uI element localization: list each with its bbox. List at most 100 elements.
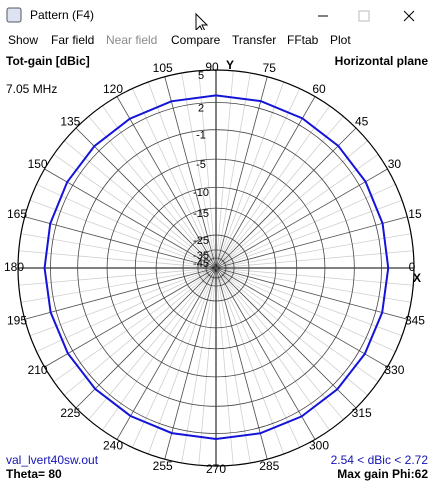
minor-spoke (219, 88, 301, 261)
gain-trace (43, 94, 390, 441)
minor-spoke (29, 270, 209, 337)
angle-label: 150 (28, 157, 48, 171)
angle-label: 15 (408, 207, 422, 221)
minor-spoke (147, 81, 214, 261)
maximize-button[interactable] (358, 10, 370, 22)
minor-spoke (216, 275, 251, 464)
menu-item[interactable]: Transfer (232, 33, 276, 47)
minor-spoke (223, 250, 414, 268)
angle-label: 165 (7, 207, 27, 221)
gain-ring (155, 207, 277, 329)
angle-label: 105 (153, 61, 173, 75)
gain-ring (134, 186, 298, 350)
minor-spoke (223, 270, 403, 337)
menu-item[interactable]: FFtab (287, 33, 319, 47)
minor-spoke (198, 275, 216, 466)
minor-spoke (223, 271, 396, 353)
app-icon (6, 7, 22, 23)
minor-spoke (198, 70, 216, 261)
angle-label: 60 (312, 82, 326, 96)
angle-label: 225 (60, 406, 80, 420)
minor-spoke (131, 275, 213, 448)
minor-spoke (29, 199, 209, 266)
minor-spoke (223, 233, 412, 268)
menu-item[interactable]: Plot (330, 33, 351, 47)
angle-label: 0 (409, 260, 416, 274)
minor-spoke (18, 268, 209, 286)
minor-spoke (181, 72, 216, 261)
minor-spoke (147, 275, 214, 455)
angle-label: 90 (205, 60, 219, 74)
gain-ring-label: 5 (198, 70, 204, 82)
minor-spoke (53, 272, 210, 382)
minor-spoke (20, 268, 209, 303)
minor-spoke (219, 275, 301, 448)
menu-item[interactable]: Near field (106, 33, 157, 47)
angle-label: 210 (28, 363, 48, 377)
angle-label: 135 (60, 115, 80, 129)
close-button[interactable] (403, 10, 415, 22)
minor-spoke (216, 275, 234, 466)
minor-spoke (220, 274, 330, 431)
angle-label: 195 (7, 313, 27, 327)
minor-spoke (218, 275, 285, 455)
gain-ring (50, 102, 382, 434)
gain-ring (182, 234, 250, 302)
minor-spoke (102, 105, 212, 262)
minor-spoke (216, 72, 251, 261)
file-name: val_lvert40sw.out (6, 453, 99, 467)
angle-label: 75 (263, 61, 277, 75)
menu-item[interactable]: Compare (171, 33, 221, 47)
minor-spoke (218, 81, 285, 261)
angle-label: 120 (103, 82, 123, 96)
angle-label: 285 (259, 459, 279, 473)
minor-spoke (36, 271, 209, 353)
gain-ring-label: -5 (196, 159, 206, 171)
minor-spoke (53, 154, 210, 264)
gain-ring-label: 2 (198, 102, 204, 114)
angle-label: 330 (384, 363, 404, 377)
y-axis-label: Y (226, 58, 234, 72)
minor-spoke (64, 140, 211, 264)
gain-ring (205, 257, 227, 279)
minor-spoke (220, 116, 344, 263)
x-axis-label: X (413, 271, 421, 285)
minor-spoke (220, 105, 330, 262)
gain-ring-label: -1 (196, 130, 206, 142)
gain-ring (17, 69, 415, 467)
gain-ring-label: -15 (193, 208, 209, 220)
angle-label: 30 (388, 157, 402, 171)
minor-spoke (223, 268, 414, 286)
angle-label: 315 (352, 406, 372, 420)
minor-spoke (36, 183, 209, 265)
minor-spoke (20, 233, 209, 268)
minor-spoke (222, 272, 379, 382)
minor-spoke (223, 183, 396, 265)
minor-spoke (88, 116, 212, 263)
minor-spoke (64, 272, 211, 396)
minor-spoke (221, 272, 368, 396)
window-title: Pattern (F4) (30, 8, 94, 22)
angle-label: 270 (206, 462, 226, 476)
minor-spoke (18, 250, 209, 268)
title-bar (0, 0, 433, 30)
angle-label: 255 (153, 459, 173, 473)
menu-item[interactable]: Show (8, 33, 38, 47)
minor-spoke (216, 70, 234, 261)
menu-item[interactable]: Far field (51, 33, 94, 47)
gain-ring (77, 129, 355, 407)
gain-label: Tot-gain [dBic] (6, 54, 90, 68)
angle-label: 300 (309, 439, 329, 453)
minor-spoke (131, 88, 213, 261)
gain-ring (197, 249, 235, 287)
gain-ring-label: -45 (193, 258, 209, 270)
gain-range: 2.54 < dBic < 2.72 (331, 453, 429, 467)
minor-spoke (102, 274, 212, 431)
frequency-label: 7.05 MHz (6, 82, 57, 96)
gain-ring (106, 158, 326, 378)
angle-label: 45 (355, 115, 369, 129)
minor-spoke (220, 273, 344, 420)
minor-spoke (88, 273, 212, 420)
gain-ring-label: -35 (193, 250, 209, 262)
